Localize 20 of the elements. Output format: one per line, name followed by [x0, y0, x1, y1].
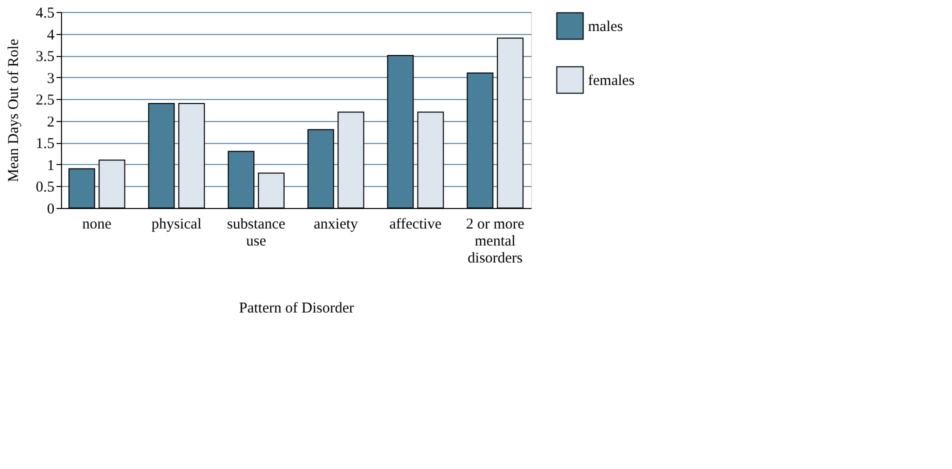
x-tick-label: none — [82, 216, 112, 232]
y-tick-label: 2.5 — [36, 92, 54, 109]
y-tick-label: 2 — [47, 114, 54, 130]
y-axis-title: Mean Days Out of Role — [6, 38, 22, 182]
y-tick-label: 4 — [47, 27, 55, 44]
x-tick-label: affective — [389, 216, 442, 232]
x-tick-label: physical — [152, 216, 202, 232]
y-tick-label: 4.5 — [36, 6, 54, 22]
y-tick-label: 1 — [47, 158, 54, 174]
y-tick-label: 0.5 — [36, 180, 54, 196]
legend-label: females — [588, 73, 635, 89]
x-tick-label: anxiety — [314, 216, 358, 232]
y-tick-label: 1.5 — [36, 136, 54, 152]
y-tick-label: 3 — [47, 70, 54, 87]
x-tick-label: 2 or more mental disorders — [466, 216, 525, 266]
x-tick-label: substance use — [227, 216, 286, 250]
y-tick-label: 0 — [47, 202, 54, 218]
y-tick-label: 3.5 — [36, 49, 54, 66]
x-axis-title: Pattern of Disorder — [239, 300, 354, 316]
legend-label: males — [588, 19, 624, 35]
